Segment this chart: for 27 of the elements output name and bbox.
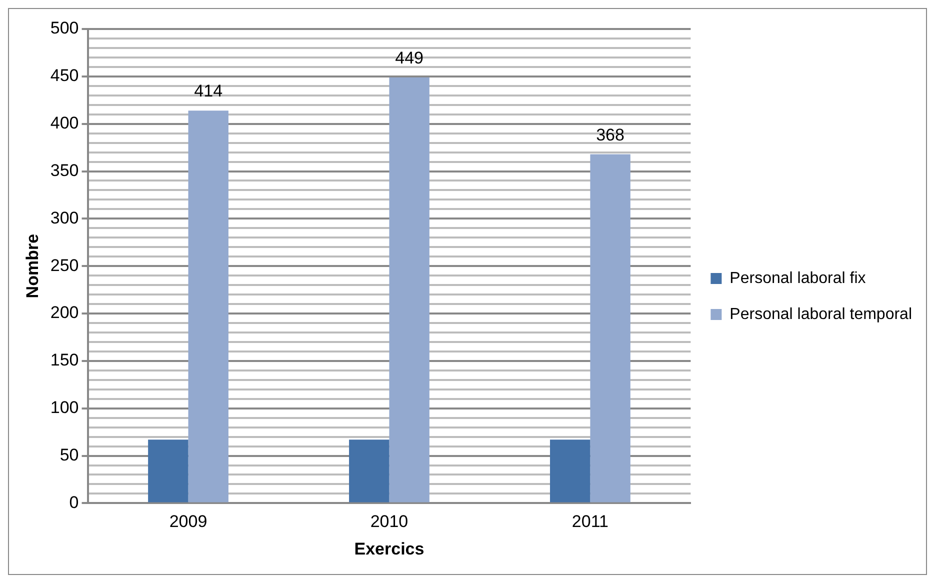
bar — [148, 440, 188, 502]
y-tick-label: 450 — [50, 66, 79, 86]
data-label: 414 — [194, 82, 223, 101]
bar — [590, 154, 630, 502]
legend-label: Personal laboral temporal — [730, 306, 912, 323]
x-tick-label: 2009 — [169, 512, 208, 532]
y-tick-label: 400 — [50, 114, 79, 133]
y-tick-label: 0 — [69, 492, 79, 512]
x-axis-title: Exercics — [354, 539, 424, 558]
y-tick-label: 300 — [50, 208, 79, 228]
data-label: 368 — [596, 125, 624, 144]
y-tick-label: 350 — [50, 160, 79, 180]
x-tick-label: 2010 — [370, 512, 408, 532]
legend-label: Personal laboral fix — [730, 270, 866, 287]
y-tick-label: 200 — [50, 303, 79, 322]
y-tick-label: 250 — [50, 256, 79, 275]
y-tick-label: 500 — [50, 18, 79, 38]
bar — [389, 77, 430, 502]
bar — [349, 440, 390, 502]
y-tick-label: 150 — [50, 350, 79, 370]
data-label: 449 — [395, 48, 424, 68]
x-tick-label: 2011 — [572, 512, 608, 532]
y-axis-title: Nombre — [22, 234, 42, 298]
bar — [188, 110, 228, 502]
bar — [550, 440, 590, 502]
y-tick-label: 50 — [60, 445, 79, 464]
y-tick-label: 100 — [50, 398, 79, 418]
